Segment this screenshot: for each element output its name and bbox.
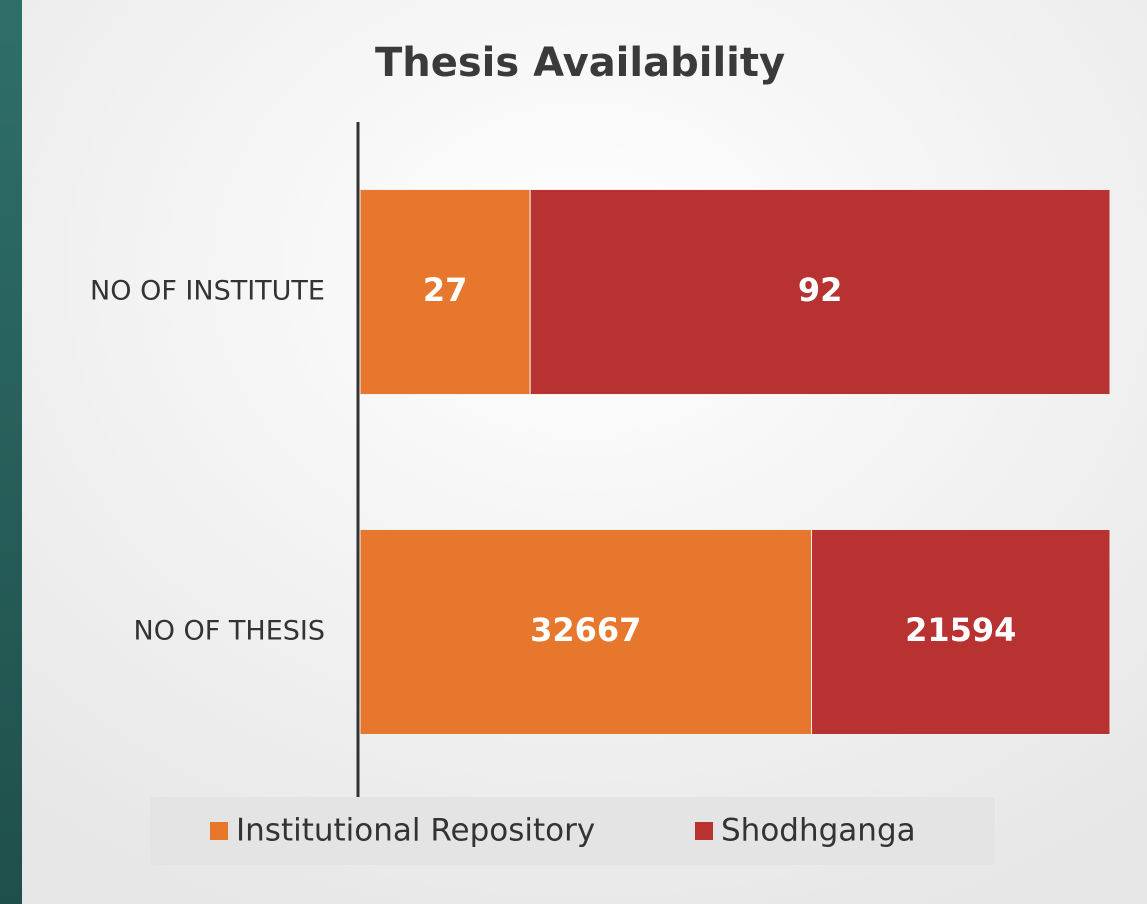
category-label: NO OF INSTITUTE	[90, 276, 325, 307]
legend-box	[150, 797, 995, 865]
data-label: 21594	[905, 611, 1016, 649]
data-label: 92	[798, 271, 843, 309]
legend-label: Institutional Repository	[236, 813, 595, 849]
category-label: NO OF THESIS	[134, 616, 326, 647]
legend-swatch	[210, 822, 228, 840]
data-label: 32667	[530, 611, 641, 649]
data-label: 27	[423, 271, 468, 309]
bar-segment	[529, 189, 1111, 395]
panel	[22, 0, 1147, 904]
legend-swatch	[695, 822, 713, 840]
bar-segment	[359, 189, 531, 395]
bar-segment	[811, 529, 1111, 735]
bar-segment	[359, 529, 813, 735]
chart-title: Thesis Availability	[375, 40, 785, 86]
legend-label: Shodhganga	[721, 813, 916, 849]
